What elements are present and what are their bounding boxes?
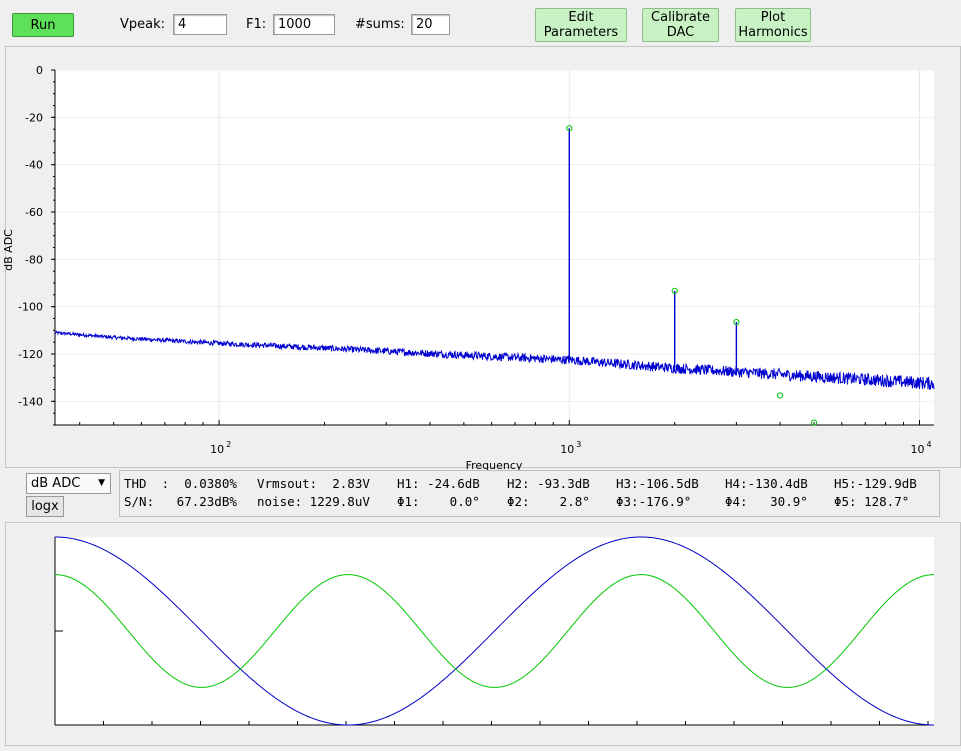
calibrate-dac-button[interactable]: Calibrate DAC: [642, 8, 719, 42]
phase5-value: Φ5: 128.7°: [834, 494, 910, 509]
plot-harmonics-line2: Harmonics: [738, 25, 808, 40]
waveform-fundamental-line: [54, 536, 935, 726]
x-axis-label: Frequency: [466, 459, 523, 470]
y-tick-label: -40: [25, 159, 43, 172]
sums-input[interactable]: 20: [411, 14, 450, 35]
logx-button[interactable]: logx: [26, 496, 64, 517]
sn-value: S/N: 67.23dB%: [124, 494, 237, 509]
calibrate-dac-line1: Calibrate: [651, 10, 710, 25]
spectrum-grid: [55, 69, 934, 425]
waveform-plot[interactable]: [0, 520, 961, 745]
y-tick-labels: 0 -20 -40 -60 -80 -100 -120 -140: [18, 64, 43, 408]
x-tick-exponent: 2: [226, 440, 231, 449]
f1-input[interactable]: 1000: [273, 14, 335, 35]
edit-parameters-line1: Edit: [568, 10, 594, 25]
x-tick-label: 10: [560, 443, 574, 456]
harmonic-markers: [566, 125, 818, 426]
vpeak-label: Vpeak:: [120, 17, 166, 32]
harmonic-marker: [777, 392, 784, 399]
spectrum-plot-area: [55, 70, 934, 425]
plot-harmonics-button[interactable]: Plot Harmonics: [735, 8, 811, 42]
edit-parameters-line2: Parameters: [543, 25, 619, 40]
y-tick-label: -60: [25, 206, 43, 219]
run-button[interactable]: Run: [12, 13, 74, 37]
x-tick-exponent: 4: [927, 440, 932, 449]
measurement-readout: THD : 0.0380% Vrmsout: 2.83V H1: -24.6dB…: [119, 470, 940, 517]
units-dropdown[interactable]: dB ADC ▼: [26, 473, 111, 494]
phase1-value: Φ1: 0.0°: [397, 494, 480, 509]
y-tick-label: -140: [18, 395, 43, 408]
x-tick-label: 10: [911, 443, 925, 456]
h3-value: H3:-106.5dB: [616, 476, 699, 491]
h5-value: H5:-129.9dB: [834, 476, 917, 491]
h1-value: H1: -24.6dB: [397, 476, 480, 491]
harmonic-marker: [671, 287, 678, 294]
dropdown-arrow-icon: ▼: [98, 478, 105, 488]
spectrum-plot[interactable]: 0-20-40-60-80-100-120-140 10 2 10 3 10 4 Freq…: [0, 0, 961, 470]
y-tick-label: -20: [25, 111, 43, 124]
phase4-value: Φ4: 30.9°: [725, 494, 808, 509]
calibrate-dac-line2: DAC: [666, 25, 695, 40]
harmonic-marker: [733, 318, 740, 326]
plot-harmonics-line1: Plot: [760, 10, 786, 25]
x-tick-labels: 10 2 10 3 10 4: [210, 440, 932, 456]
y-tick-label: -80: [25, 253, 43, 266]
phase2-value: Φ2: 2.8°: [507, 494, 590, 509]
x-tick-exponent: 3: [576, 440, 581, 449]
spectrum-peaks: [568, 128, 738, 372]
waveform-axes: [54, 537, 934, 726]
spectrum-axes: [51, 69, 934, 426]
h2-value: H2: -93.3dB: [507, 476, 590, 491]
y-tick-label: -100: [18, 301, 43, 314]
spectrum-series-line: [54, 330, 935, 390]
y-tick-label: -120: [18, 348, 43, 361]
edit-parameters-button[interactable]: Edit Parameters: [535, 8, 627, 42]
f1-label: F1:: [246, 17, 267, 32]
x-tick-label: 10: [210, 443, 224, 456]
vpeak-input[interactable]: 4: [173, 14, 227, 35]
phase3-value: Φ3:-176.9°: [616, 494, 692, 509]
harmonic-marker: [810, 419, 818, 426]
sums-label: #sums:: [355, 17, 405, 32]
noise-value: noise: 1229.8uV: [257, 494, 370, 509]
thd-value: THD : 0.0380%: [124, 476, 237, 491]
waveform-harmonic-line: [54, 574, 935, 688]
units-selected-value: dB ADC: [31, 476, 81, 491]
vrms-value: Vrmsout: 2.83V: [257, 476, 370, 491]
y-axis-label: dB ADC: [2, 229, 15, 271]
h4-value: H4:-130.4dB: [725, 476, 808, 491]
harmonic-marker: [566, 125, 573, 132]
y-tick-label: 0: [36, 64, 43, 77]
